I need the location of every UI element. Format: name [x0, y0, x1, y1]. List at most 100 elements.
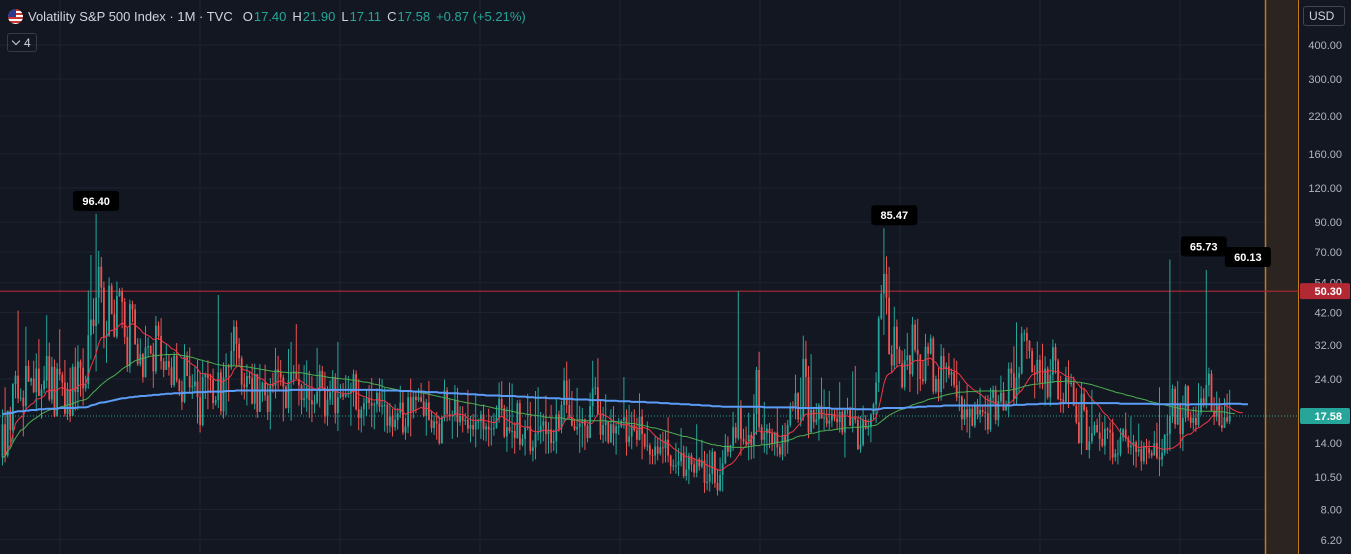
candle [911, 316, 914, 377]
candle [459, 406, 461, 426]
candle-body [669, 455, 672, 467]
candle-body [513, 430, 516, 439]
candle-body [43, 380, 45, 390]
candle [40, 384, 43, 419]
candle-body [144, 347, 147, 378]
candle [516, 400, 519, 439]
candle-body [12, 384, 14, 431]
candle [443, 379, 446, 422]
candle-body [581, 419, 584, 424]
candle-body [136, 344, 139, 365]
candle-body [243, 384, 246, 388]
candle [708, 450, 711, 492]
series-line-ma-short [2, 322, 1243, 472]
candle-body [386, 404, 389, 426]
candle-body [911, 324, 914, 375]
candle-body [825, 417, 828, 424]
candle-body [264, 382, 266, 396]
candle-body [407, 397, 409, 427]
candle [204, 372, 207, 399]
candle-body [430, 419, 433, 428]
chevron-down-icon [11, 36, 21, 45]
candle [885, 256, 888, 315]
candle-body [248, 376, 251, 379]
candle [482, 404, 485, 441]
candle-body [534, 433, 537, 448]
candle [558, 410, 560, 432]
candle-body [1192, 417, 1195, 423]
candle-body [560, 404, 563, 429]
candle [134, 304, 136, 345]
candle-body [573, 425, 576, 430]
indicators-toggle[interactable]: 4 [7, 33, 37, 52]
candle [1143, 442, 1145, 465]
currency-button[interactable]: USD [1303, 6, 1345, 26]
candle-body [898, 349, 901, 364]
candle [269, 378, 272, 430]
candle [155, 316, 157, 375]
candle [919, 354, 922, 392]
candle [961, 395, 963, 431]
candle [685, 446, 688, 481]
candle [953, 358, 955, 388]
candle-body [716, 483, 719, 491]
candle-body [781, 434, 784, 455]
candle [498, 382, 500, 423]
candle-body [747, 434, 750, 444]
candle [1163, 434, 1166, 456]
candle [916, 318, 919, 395]
candle-body [519, 403, 521, 445]
candle-body [589, 406, 591, 439]
candle-body [521, 438, 524, 445]
candle-body [576, 427, 578, 430]
candle [958, 381, 961, 412]
high-value: 21.90 [302, 8, 336, 24]
peak-label-box [1224, 246, 1271, 267]
candle-body [298, 379, 300, 386]
candle [937, 367, 940, 402]
candle [58, 329, 61, 381]
candle [841, 408, 844, 435]
candle [1088, 426, 1091, 459]
candle [771, 428, 773, 451]
candle-body [896, 326, 898, 350]
close-label: C [387, 8, 397, 24]
candle [802, 335, 805, 421]
candle-body [695, 459, 698, 473]
candle-body [217, 372, 220, 401]
candle-body [121, 291, 123, 302]
open-value: 17.40 [253, 8, 287, 24]
candle [214, 396, 217, 406]
candle [948, 352, 950, 379]
candle-body [963, 409, 966, 420]
candle [1132, 434, 1135, 466]
candle [1109, 422, 1111, 461]
candle [131, 300, 134, 323]
candle [812, 406, 815, 429]
candle [472, 413, 474, 437]
candle [170, 357, 173, 388]
candle-body [1101, 438, 1104, 446]
candle [108, 277, 110, 337]
candle [547, 422, 550, 454]
candle [25, 326, 27, 410]
candle [363, 397, 365, 426]
candle-body [771, 433, 773, 444]
peak-label: 60.13 [1224, 246, 1271, 267]
symbol-title[interactable]: Volatility S&P 500 Index · 1M · TVC [28, 8, 233, 24]
candle [464, 413, 467, 425]
candle [1083, 387, 1085, 412]
candle-body [877, 318, 880, 383]
candle-body [279, 372, 282, 378]
candle [664, 430, 667, 463]
candle [243, 372, 246, 400]
candle-body [867, 427, 870, 429]
candle [1093, 421, 1096, 436]
candle [997, 394, 1000, 427]
candle-body [30, 378, 32, 382]
candle-body [149, 346, 152, 354]
candle [123, 297, 126, 345]
candle-body [170, 367, 173, 386]
candle [880, 284, 883, 320]
